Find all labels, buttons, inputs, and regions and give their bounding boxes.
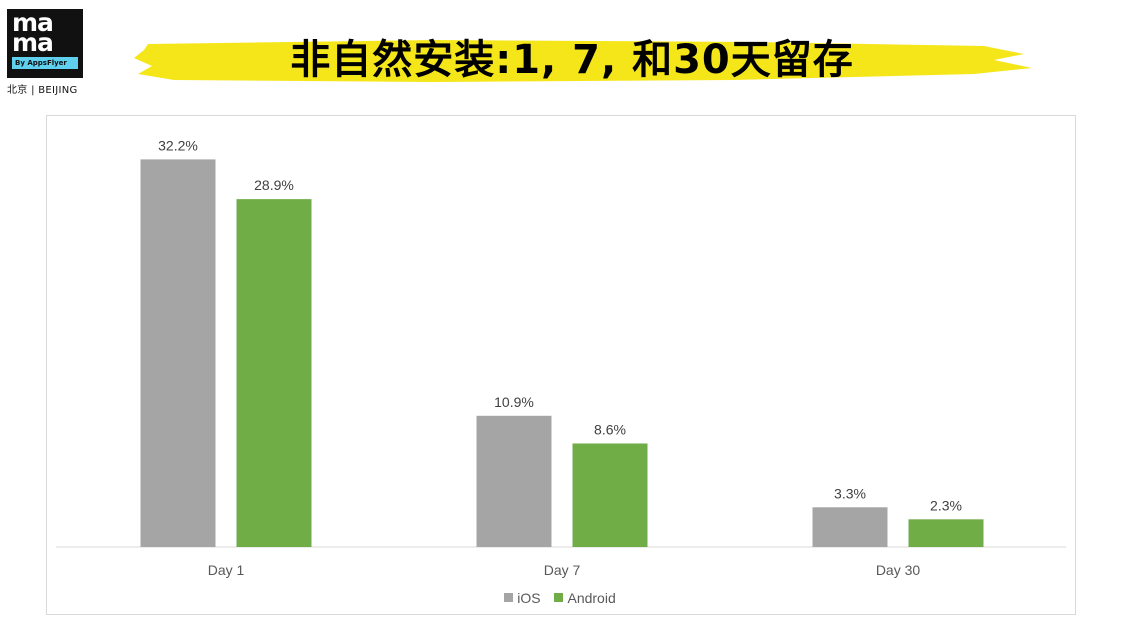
logo-line-2: ma [12, 28, 54, 57]
data-label-android-day-30: 2.3% [930, 497, 962, 513]
bar-ios-day-1 [140, 159, 216, 547]
legend-item-ios: iOS [504, 589, 541, 606]
bar-ios-day-7 [476, 415, 552, 547]
chart-legend: iOS Android [0, 589, 1120, 606]
data-label-android-day-7: 8.6% [594, 421, 626, 437]
bar-ios-day-30 [812, 507, 888, 547]
data-label-ios-day-1: 32.2% [158, 137, 198, 153]
bar-android-day-7 [572, 443, 648, 547]
legend-label-android: Android [567, 589, 616, 606]
legend-label-ios: iOS [517, 589, 541, 606]
data-label-ios-day-7: 10.9% [494, 394, 534, 410]
x-tick-label-day-7: Day 7 [544, 562, 581, 578]
legend-item-android: Android [554, 589, 616, 606]
logo-city: 北京 | BEIJING [7, 85, 78, 96]
title-highlight-brush [134, 40, 1032, 82]
bar-android-day-1 [236, 199, 312, 547]
x-tick-label-day-1: Day 1 [208, 562, 245, 578]
logo-byline: By AppsFlyer [12, 57, 78, 69]
data-label-ios-day-30: 3.3% [834, 485, 866, 501]
page-title: 非自然安装:1, 7, 和30天留存 [290, 37, 854, 83]
mama-logo: ma ma By AppsFlyer [7, 9, 83, 78]
data-label-android-day-1: 28.9% [254, 177, 294, 193]
bar-android-day-30 [908, 519, 984, 547]
logo-line-1: ma [12, 8, 54, 37]
x-tick-label-day-30: Day 30 [876, 562, 921, 578]
legend-swatch-ios [504, 593, 514, 602]
chart-area [46, 115, 1076, 615]
legend-swatch-android [554, 593, 564, 602]
